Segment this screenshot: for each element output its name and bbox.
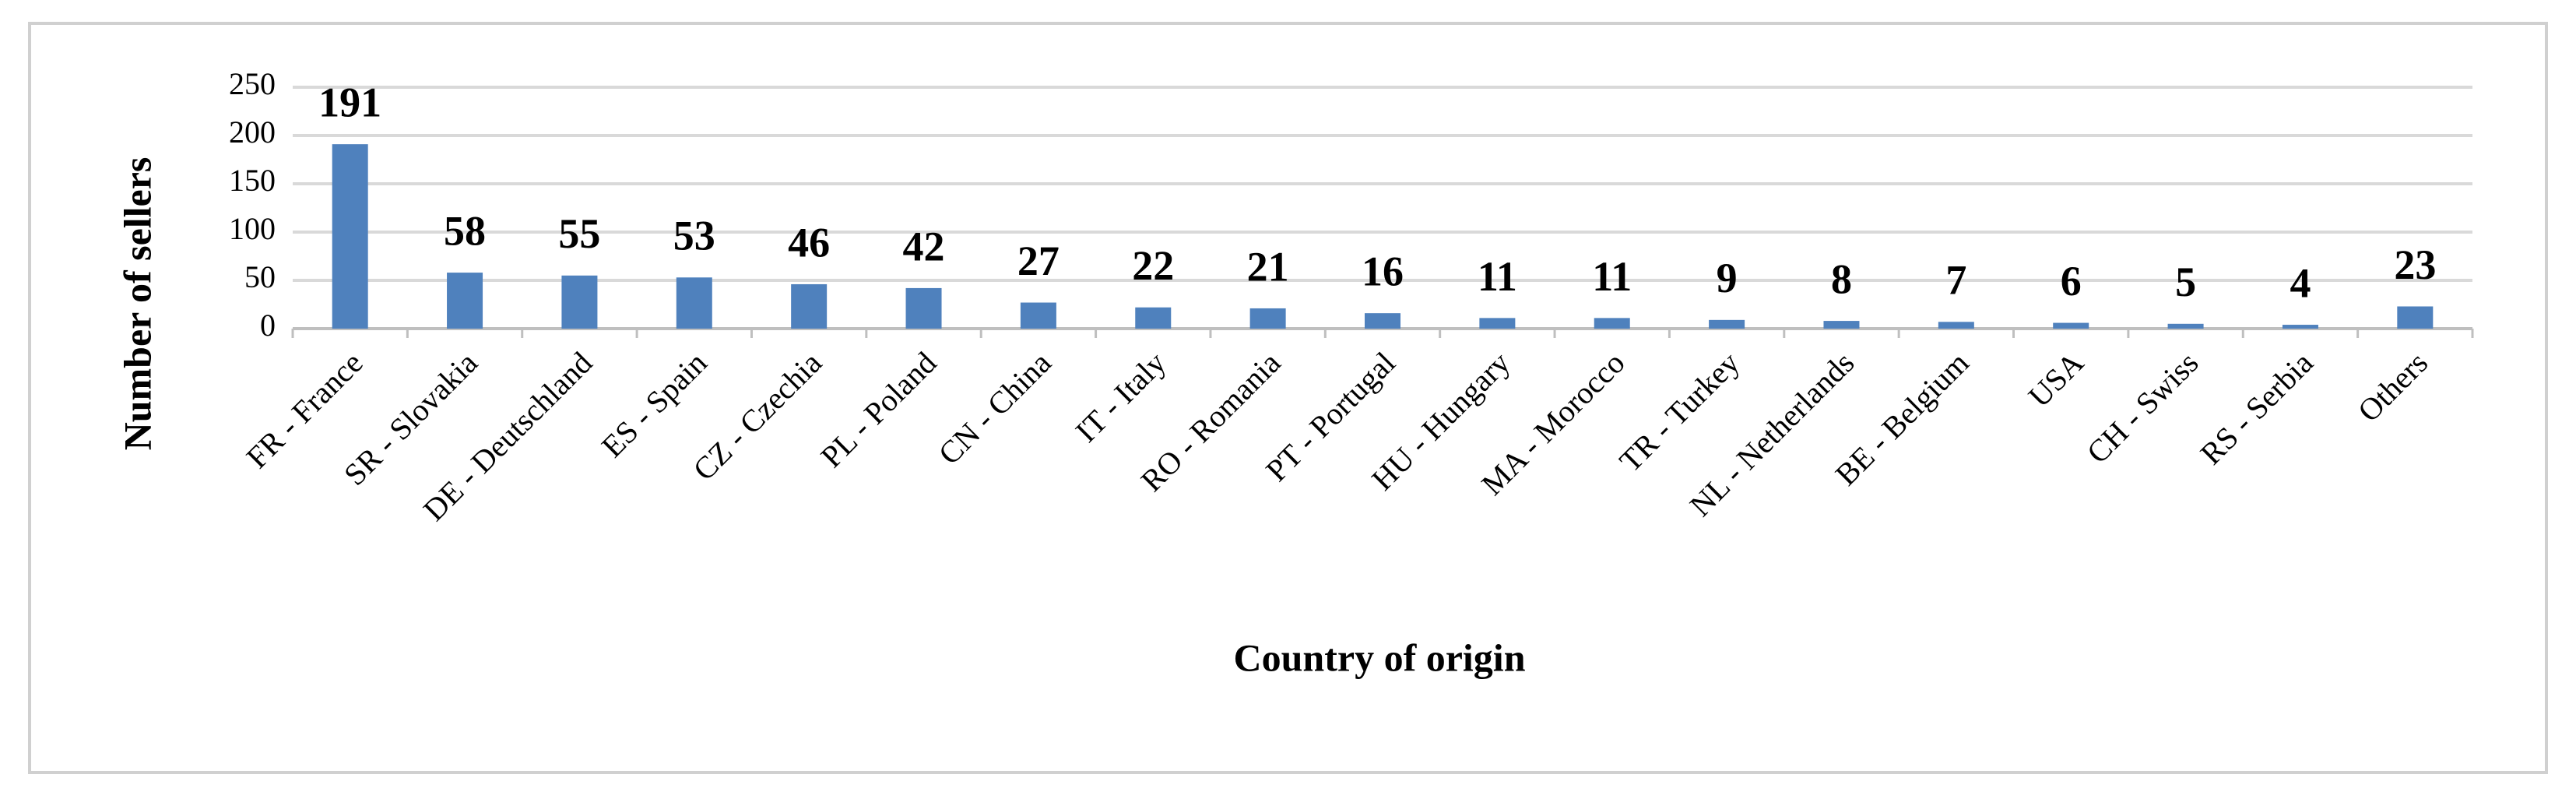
bar	[905, 287, 942, 329]
bar	[1823, 321, 1860, 329]
value-label: 11	[1478, 253, 1517, 300]
bar	[2397, 306, 2434, 329]
bar	[676, 277, 712, 329]
value-label: 58	[444, 207, 486, 254]
bar	[1479, 318, 1516, 329]
bar	[332, 144, 368, 329]
bar	[1020, 302, 1056, 329]
bar	[2282, 325, 2318, 329]
y-tick-label: 0	[260, 308, 276, 343]
bar	[1135, 307, 1172, 329]
y-tick-label: 250	[229, 66, 276, 101]
bar	[2167, 323, 2204, 329]
y-axis-title: Number of sellers	[115, 157, 159, 451]
y-tick-label: 50	[244, 259, 276, 294]
value-label: 191	[318, 79, 381, 126]
bar	[791, 283, 828, 329]
bar	[1249, 308, 1286, 329]
value-label: 9	[1717, 255, 1738, 301]
y-tick-label: 200	[229, 114, 276, 150]
bar	[1594, 318, 1630, 329]
value-label: 11	[1592, 253, 1632, 300]
value-label: 7	[1945, 257, 1966, 304]
value-label: 4	[2290, 259, 2311, 306]
value-label: 21	[1247, 243, 1289, 290]
value-label: 22	[1132, 242, 1174, 289]
value-label: 5	[2175, 259, 2196, 305]
value-label: 6	[2061, 258, 2082, 304]
bar	[1365, 313, 1400, 329]
value-label: 16	[1362, 248, 1404, 295]
value-label: 55	[558, 210, 600, 257]
chart-frame	[28, 22, 2548, 774]
value-label: 53	[673, 213, 715, 259]
y-tick-label: 150	[229, 163, 276, 198]
value-label: 8	[1831, 255, 1852, 302]
bar	[447, 273, 483, 329]
y-tick-label: 100	[229, 211, 276, 246]
bar	[1938, 322, 1974, 329]
value-label: 27	[1017, 238, 1060, 284]
value-label: 23	[2394, 241, 2436, 288]
bar	[1709, 319, 1745, 329]
x-axis-title: Country of origin	[1234, 635, 1526, 679]
bar	[2053, 322, 2089, 329]
bar	[561, 275, 598, 329]
value-label: 46	[788, 219, 830, 266]
value-label: 42	[903, 223, 945, 269]
